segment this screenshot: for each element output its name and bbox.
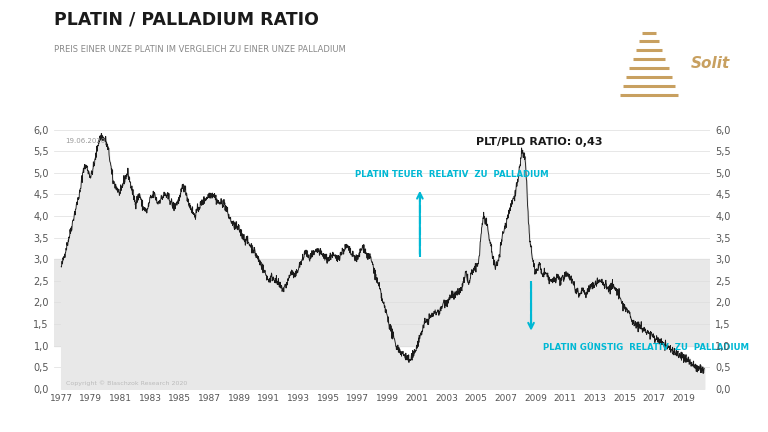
Bar bbox=[54, 259, 710, 346]
Text: PLATIN TEUER  RELATIV  ZU  PALLADIUM: PLATIN TEUER RELATIV ZU PALLADIUM bbox=[355, 170, 548, 179]
Text: Solit: Solit bbox=[691, 56, 730, 71]
Text: PREIS EINER UNZE PLATIN IM VERGLEICH ZU EINER UNZE PALLADIUM: PREIS EINER UNZE PLATIN IM VERGLEICH ZU … bbox=[54, 45, 346, 54]
Text: PLATIN / PALLADIUM RATIO: PLATIN / PALLADIUM RATIO bbox=[54, 11, 319, 29]
Text: 19.06.2020: 19.06.2020 bbox=[65, 138, 106, 144]
Text: PLATIN GÜNSTIG  RELATIV  ZU  PALLADIUM: PLATIN GÜNSTIG RELATIV ZU PALLADIUM bbox=[543, 343, 749, 353]
Text: PLT/PLD RATIO: 0,43: PLT/PLD RATIO: 0,43 bbox=[476, 137, 603, 147]
Text: Copyright © Blaschzok Research 2020: Copyright © Blaschzok Research 2020 bbox=[65, 381, 187, 386]
